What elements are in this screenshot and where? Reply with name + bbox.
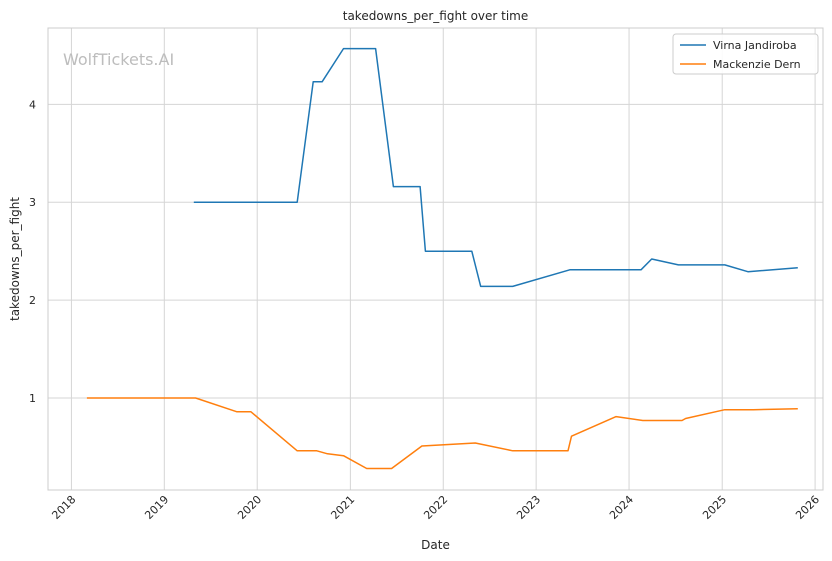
series-lines	[86, 47, 798, 470]
y-tick-label: 3	[29, 196, 36, 209]
watermark: WolfTickets.AI	[63, 50, 174, 69]
grid-lines	[48, 28, 823, 490]
legend: Virna Jandiroba Mackenzie Dern	[672, 33, 819, 75]
y-axis-label: takedowns_per_fight	[8, 197, 22, 321]
legend-box	[672, 33, 819, 75]
y-tick-labels: 1 2 3 4	[29, 98, 36, 405]
plot-frame	[47, 27, 824, 491]
y-tick-label: 2	[29, 294, 36, 307]
legend-label-mackenzie-dern: Mackenzie Dern	[713, 58, 801, 71]
y-tick-label: 4	[29, 98, 36, 111]
legend-label-virna-jandiroba: Virna Jandiroba	[713, 39, 797, 52]
series-line-virna-jandiroba	[193, 47, 798, 288]
y-tick-label: 1	[29, 392, 36, 405]
series-line-mackenzie-dern	[86, 397, 798, 470]
x-axis-label: Date	[421, 538, 450, 552]
chart-title: takedowns_per_fight over time	[343, 9, 529, 23]
